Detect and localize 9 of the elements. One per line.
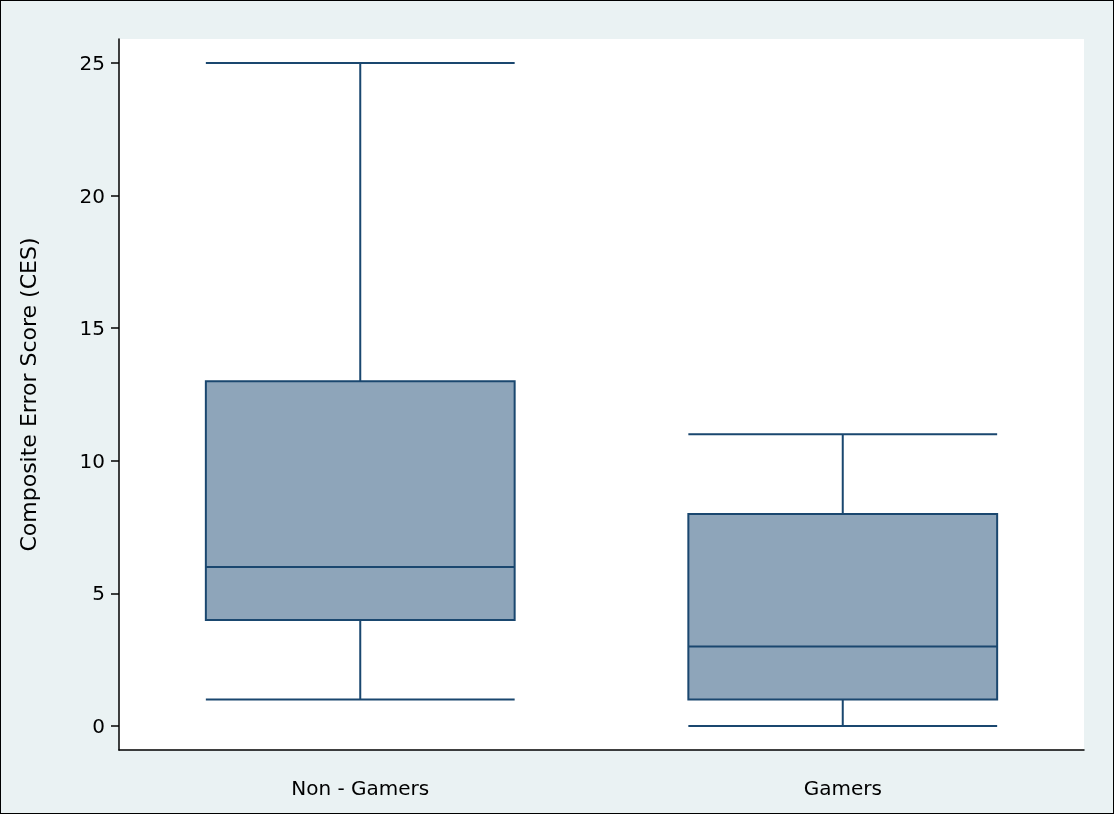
y-tick-label: 10: [79, 448, 105, 473]
y-tick-label: 20: [79, 183, 105, 208]
y-tick-label: 25: [79, 50, 105, 75]
y-axis-title: Composite Error Score (CES): [15, 237, 41, 552]
y-tick-label: 0: [92, 714, 105, 739]
x-tick-label: Gamers: [803, 776, 882, 800]
y-tick-label: 15: [79, 316, 105, 341]
x-tick-label: Non - Gamers: [291, 776, 430, 800]
y-tick-label: 5: [92, 581, 105, 606]
